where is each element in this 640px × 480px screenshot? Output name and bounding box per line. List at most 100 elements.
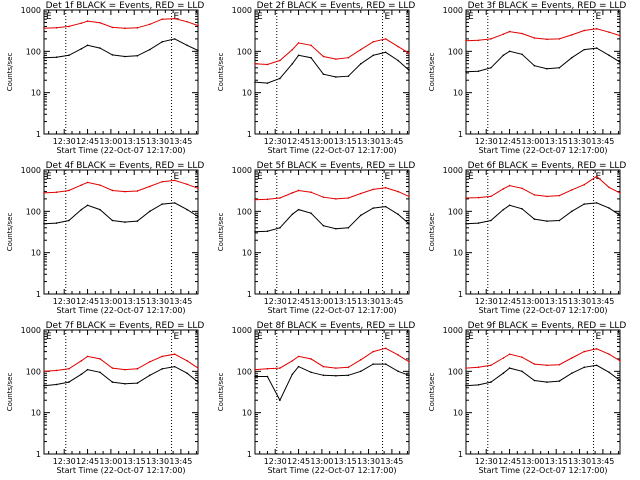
series-events-line <box>254 206 410 233</box>
series-lld-line <box>465 28 621 42</box>
data-point <box>55 222 58 224</box>
x-tick-label: 12:45 <box>287 297 310 306</box>
y-tick-label: 100 <box>448 367 463 376</box>
data-point <box>408 52 410 55</box>
x-tick-label: 12:45 <box>498 297 521 306</box>
data-point <box>558 66 561 69</box>
y-tick-label: 100 <box>448 207 463 216</box>
data-point <box>291 359 294 362</box>
data-point <box>186 359 188 362</box>
data-point <box>490 219 492 222</box>
corner-label: E <box>468 12 474 22</box>
data-point <box>266 63 269 66</box>
x-axis-label: Start Time (22-Oct-07 12:17:00) <box>56 466 185 475</box>
data-point <box>595 348 598 350</box>
panel-title: Det 3f BLACK = Events, RED = LLD <box>468 1 627 11</box>
y-tick-label: 1 <box>247 450 252 459</box>
data-point <box>465 367 467 369</box>
data-point <box>86 181 89 184</box>
data-point <box>608 31 610 34</box>
data-point <box>136 382 139 384</box>
data-point <box>359 370 362 373</box>
y-tick-label: 1000 <box>21 6 41 15</box>
data-point <box>279 197 281 199</box>
y-tick-label: 10 <box>453 249 463 258</box>
data-point <box>254 199 256 201</box>
plot-frame <box>43 169 199 295</box>
x-tick-label: 12:45 <box>287 137 310 146</box>
x-tick-label: 13:45 <box>591 137 614 146</box>
data-point <box>279 59 281 62</box>
x-axis-label: Start Time (22-Oct-07 12:17:00) <box>478 466 607 475</box>
data-point <box>397 45 399 48</box>
corner-label: E <box>174 172 180 182</box>
data-point <box>508 367 511 369</box>
data-point <box>197 187 199 190</box>
data-point <box>570 372 573 375</box>
data-point <box>148 361 151 363</box>
data-point <box>55 383 58 386</box>
y-tick-label: 1000 <box>232 166 252 175</box>
data-point <box>465 384 467 387</box>
data-point <box>546 38 548 41</box>
x-tick-label: 13:00 <box>310 297 333 306</box>
data-point <box>490 38 492 40</box>
data-point <box>80 373 83 376</box>
data-point <box>322 196 325 198</box>
y-tick-label: 10 <box>242 89 252 98</box>
corner-label: E <box>596 12 602 22</box>
x-tick-label: 12:30 <box>475 297 498 306</box>
data-point <box>80 359 83 362</box>
corner-label: E <box>257 332 263 342</box>
x-axis-label: Start Time (22-Oct-07 12:17:00) <box>478 146 607 155</box>
y-tick-label: 1000 <box>232 326 252 335</box>
data-point <box>161 41 164 43</box>
data-point <box>347 75 350 78</box>
data-point <box>335 198 337 200</box>
data-point <box>279 77 281 80</box>
panel-title: Det 1f BLACK = Events, RED = LLD <box>46 1 205 11</box>
data-point <box>99 358 101 360</box>
data-point <box>111 26 114 29</box>
data-point <box>254 81 256 83</box>
data-point <box>99 371 101 374</box>
y-tick-label: 1 <box>458 130 463 139</box>
data-point <box>111 189 114 192</box>
data-point <box>347 366 350 369</box>
data-point <box>533 363 536 365</box>
data-point <box>608 207 610 209</box>
data-point <box>111 381 114 383</box>
x-tick-label: 13:00 <box>99 457 122 466</box>
data-point <box>583 350 586 353</box>
data-point <box>43 56 45 59</box>
y-tick-label: 10 <box>453 409 463 418</box>
data-point <box>570 210 573 213</box>
data-point <box>397 213 399 216</box>
corner-label: E <box>468 332 474 342</box>
data-point <box>335 374 337 377</box>
x-tick-label: 13:15 <box>334 137 357 146</box>
x-tick-label: 12:30 <box>264 137 287 146</box>
x-tick-label: 13:30 <box>357 457 380 466</box>
data-point <box>124 27 126 30</box>
data-point <box>197 49 199 52</box>
x-tick-label: 13:45 <box>169 297 192 306</box>
plot-frame <box>254 9 410 135</box>
x-tick-label: 13:45 <box>380 297 403 306</box>
data-point <box>408 222 410 225</box>
data-point <box>173 365 176 368</box>
data-point <box>521 32 523 35</box>
y-axis-label: Counts/sec <box>6 53 14 92</box>
data-point <box>266 375 269 378</box>
data-point <box>68 219 70 222</box>
x-tick-label: 13:15 <box>545 297 568 306</box>
data-point <box>310 191 312 194</box>
data-point <box>533 64 536 67</box>
x-tick-label: 13:00 <box>310 457 333 466</box>
data-point <box>322 224 325 227</box>
data-point <box>161 180 164 183</box>
data-point <box>477 39 480 42</box>
